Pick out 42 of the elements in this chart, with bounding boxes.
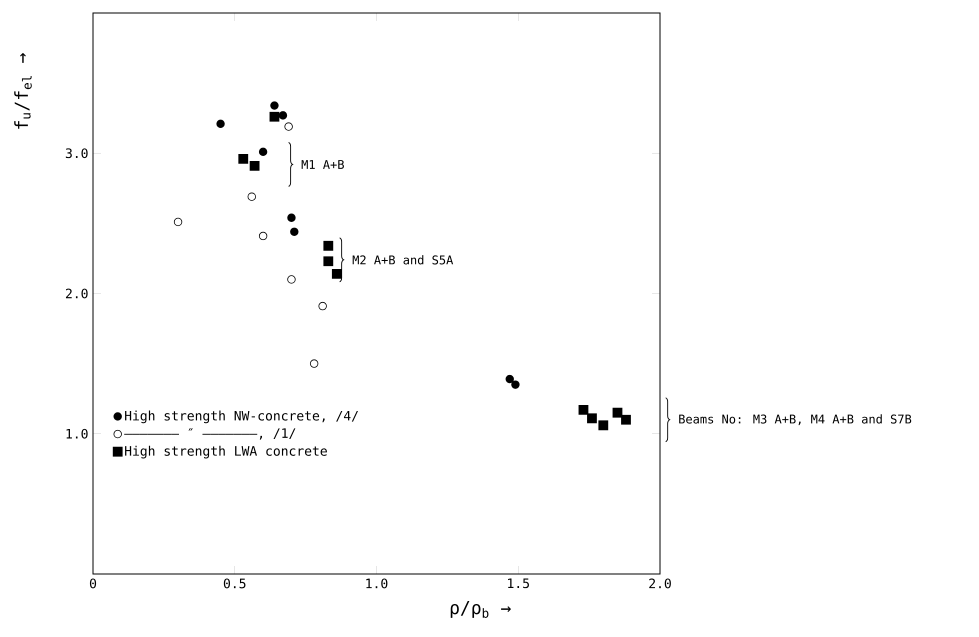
- legend-label: High strength NW-concrete, /4/: [125, 410, 358, 424]
- point: [258, 148, 268, 156]
- point: [284, 122, 293, 131]
- annotation: M1 A+B: [302, 160, 344, 169]
- point: [287, 214, 296, 222]
- x-tick-label: 1.0: [366, 578, 388, 588]
- point: [323, 240, 334, 251]
- point: [270, 101, 279, 110]
- point: [621, 414, 631, 425]
- point: [174, 218, 182, 226]
- point: [310, 359, 318, 368]
- point: [258, 232, 268, 240]
- y-tick-label: 3.0: [66, 148, 88, 158]
- point: [323, 256, 334, 266]
- point: [332, 268, 342, 279]
- point: [270, 112, 280, 122]
- point: [506, 374, 514, 384]
- y-tick-label: 1.0: [66, 428, 88, 439]
- point: [511, 380, 520, 389]
- point: [238, 154, 248, 164]
- x-tick-label: 2.0: [649, 578, 671, 588]
- x-tick-label: 0.5: [224, 578, 246, 588]
- y-axis-title: f$_{u}$/f$_{el}$ →: [14, 53, 32, 129]
- point: [290, 228, 298, 236]
- legend-label: High strength LWA concrete: [125, 446, 327, 458]
- text: Beams No: M3 A+B, M4 A+B and S7B: [679, 414, 912, 426]
- point: [250, 160, 260, 171]
- point: [248, 192, 256, 201]
- point: [578, 404, 588, 415]
- point: [278, 111, 288, 120]
- point: [318, 302, 327, 310]
- y-tick-label: 2.0: [66, 288, 88, 298]
- point: [587, 413, 597, 424]
- x-tick-label: 1.5: [508, 578, 529, 588]
- x-axis-title: ρ/ρ$_{b}$ →: [450, 600, 511, 618]
- point: [598, 420, 608, 430]
- x-tick-label: 0: [90, 578, 96, 588]
- point: [216, 120, 225, 128]
- legend-label: ——————— ″ ———————, /1/: [124, 428, 296, 440]
- point: [612, 408, 622, 418]
- annotation: M2 A+B and S5A: [352, 255, 454, 264]
- point: [287, 275, 296, 284]
